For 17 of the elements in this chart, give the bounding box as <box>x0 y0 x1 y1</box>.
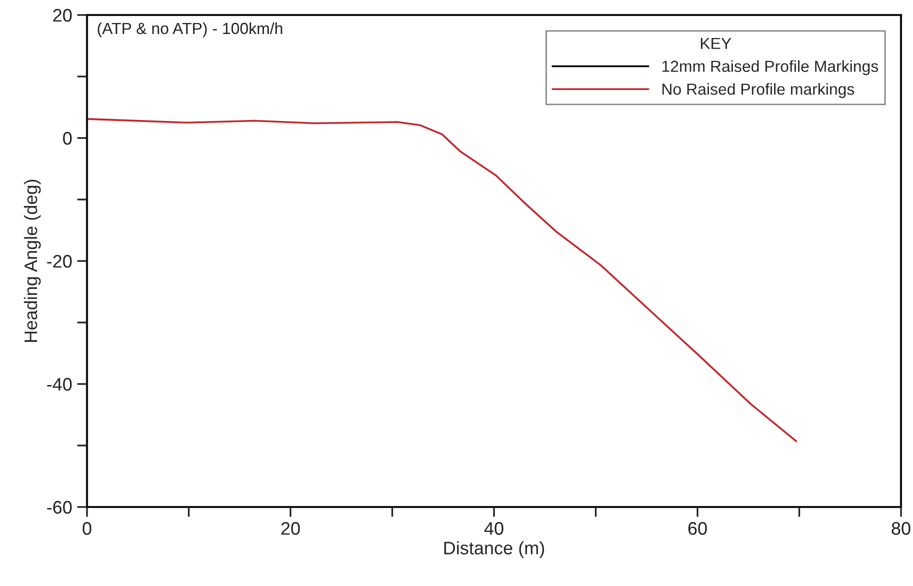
x-tick-label: 20 <box>281 522 300 535</box>
legend-title: KEY <box>700 38 732 49</box>
x-tick-label: 80 <box>892 522 910 535</box>
text: No Raised Profile markings <box>662 83 854 98</box>
x-axis-title: Distance (m) <box>444 541 544 558</box>
y-tick-label: 20 <box>53 8 72 22</box>
legend-label: 12mm Raised Profile Markings <box>662 60 878 76</box>
x-tick-label: 40 <box>484 522 504 535</box>
x-tick-label: 0 <box>82 522 92 535</box>
y-tick-label: 0 <box>63 132 72 145</box>
chart-title: (ATP & no ATP) - 100km/h <box>98 22 282 38</box>
y-tick-label: -40 <box>47 378 72 391</box>
y-axis-title: Heading Angle (deg) <box>24 180 41 342</box>
line-series <box>87 118 798 442</box>
y-tick-label: -20 <box>47 254 72 268</box>
x-tick-label: 60 <box>688 522 707 535</box>
y-tick-label: -60 <box>47 500 72 514</box>
